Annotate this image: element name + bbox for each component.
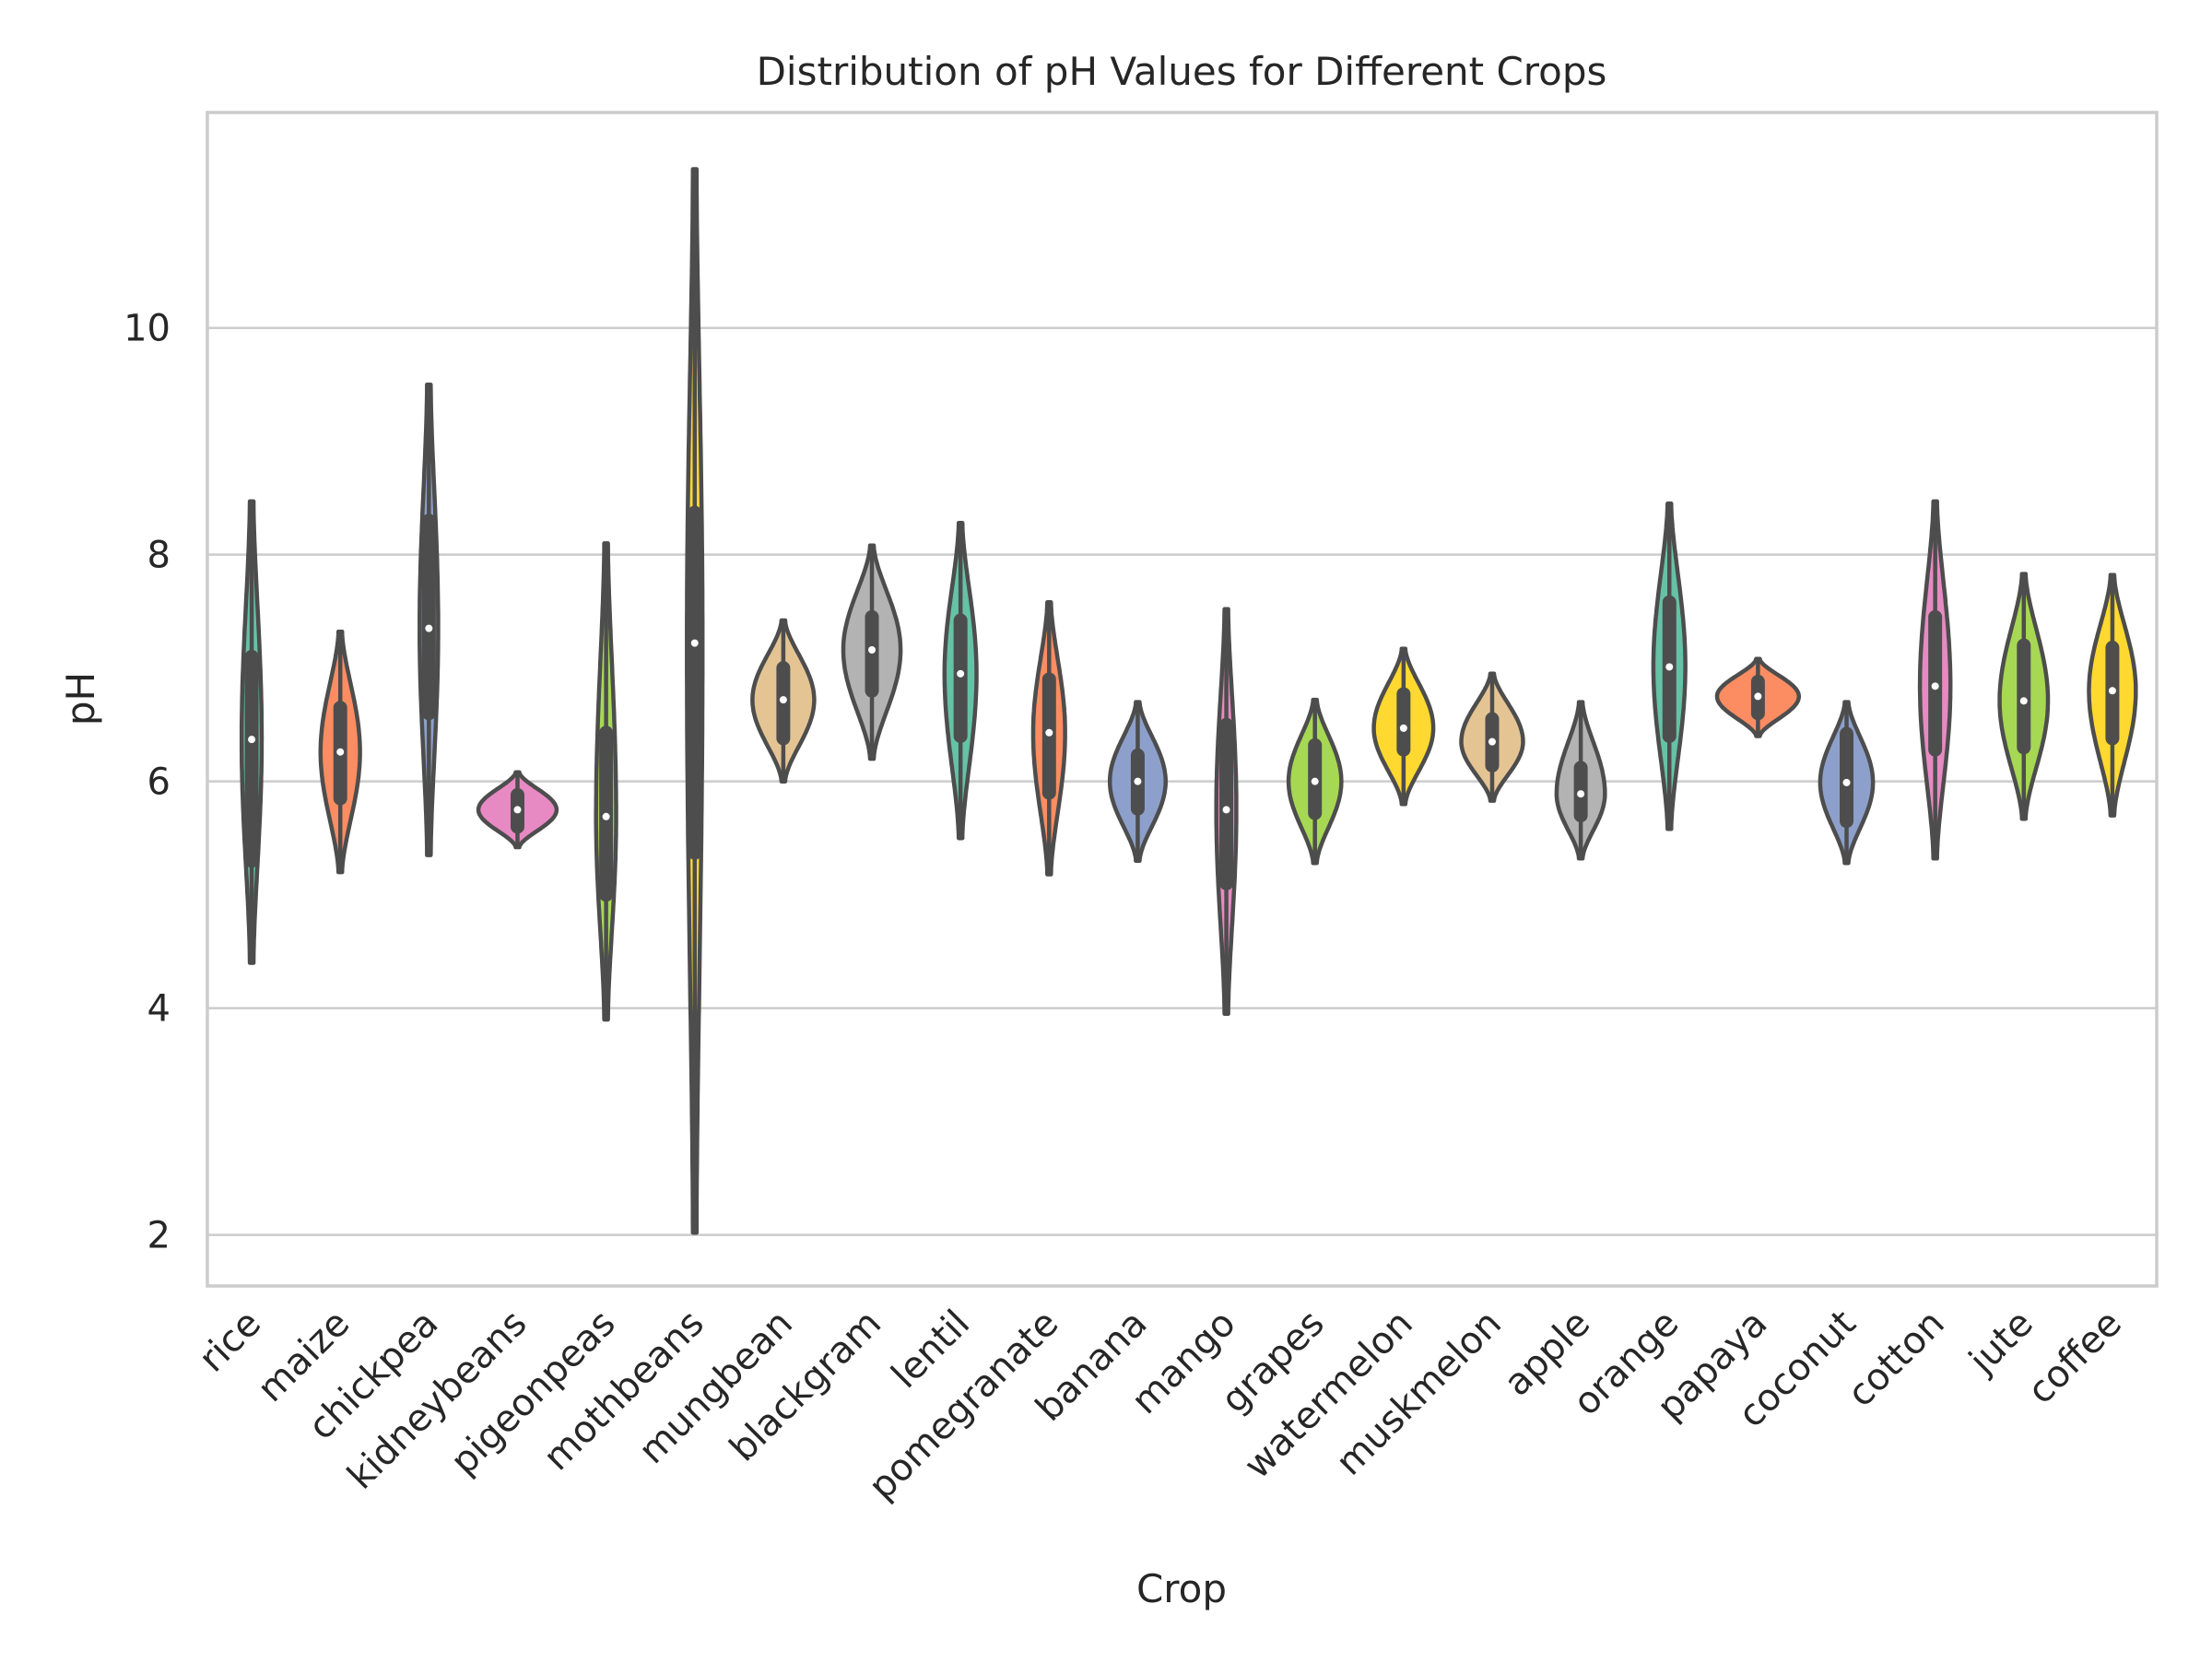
y-tick-label: 8 (147, 535, 171, 577)
violin-median-dot (957, 669, 965, 678)
violin-pigeonpeas (594, 541, 618, 1022)
violin-median-dot (248, 736, 256, 744)
violin-watermelon (1371, 646, 1436, 807)
plot-frame (206, 111, 2159, 1288)
violin-rice (239, 499, 265, 965)
violin-median-dot (868, 645, 877, 654)
violin-median-dot (1311, 777, 1319, 785)
violin-mothbeans (685, 167, 705, 1235)
violin-blackgram (841, 543, 903, 761)
violin-lentil (942, 520, 979, 841)
y-tick-label: 10 (124, 308, 171, 350)
violin-median-dot (1399, 724, 1407, 732)
violin-median-dot (1045, 728, 1053, 737)
violin-median-dot (1842, 778, 1851, 786)
violin-median-dot (425, 624, 433, 632)
violin-banana (1107, 700, 1168, 864)
y-tick-labels: 2 4 6 8 10 (124, 308, 171, 1257)
violin-mango (1214, 607, 1239, 1017)
violin-median-dot (1931, 682, 1939, 690)
violin-maize (318, 630, 362, 875)
violin-kidneybeans (476, 770, 559, 850)
violin-median-dot (1134, 777, 1142, 785)
violin-median-dot (690, 639, 699, 647)
violin-median-dot (1754, 692, 1762, 701)
y-tick-label: 6 (147, 761, 171, 804)
violin-median-dot (513, 806, 522, 814)
y-axis-label: pH (58, 672, 103, 725)
violin-cotton (1917, 499, 1953, 861)
violin-median-dot (1488, 737, 1496, 746)
violin-coconut (1818, 700, 1876, 866)
violin-jute (1997, 572, 2051, 821)
violin-median-dot (602, 812, 610, 820)
violin-median-dot (779, 696, 787, 704)
violin-median-dot (336, 748, 345, 756)
violin-median-dot (1665, 663, 1674, 671)
violin-median-dot (1222, 806, 1230, 814)
y-tick-label: 4 (147, 988, 171, 1031)
violin-median-dot (2019, 697, 2028, 705)
violin-pomegranate (1030, 600, 1067, 877)
violin-orange (1651, 501, 1688, 832)
violin-mungbean (750, 618, 817, 784)
x-axis-label: Crop (1136, 1566, 1227, 1611)
violin-grapes (1286, 697, 1344, 866)
violin-apple (1554, 700, 1607, 861)
violin-median-dot (2108, 687, 2116, 695)
violin-coffee (2087, 572, 2138, 818)
violin-chickpea (418, 382, 441, 857)
violin-papaya (1714, 656, 1802, 738)
violins (239, 167, 2138, 1235)
violin-muskmelon (1459, 671, 1525, 803)
chart-title: Distribution of pH Values for Different … (757, 49, 1607, 94)
violin-median-dot (1577, 790, 1585, 798)
y-tick-label: 2 (147, 1215, 171, 1257)
